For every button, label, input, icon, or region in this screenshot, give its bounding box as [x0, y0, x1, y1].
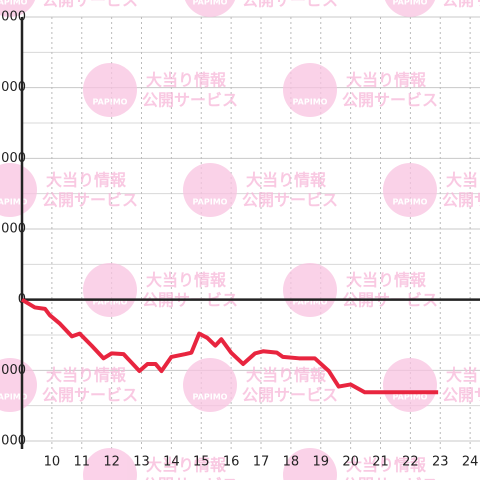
watermark-logo-text: PAPIMO	[393, 198, 428, 207]
watermark-text: 大当り情報	[146, 71, 227, 90]
watermark-text: 大当り情報	[46, 366, 127, 385]
watermark-logo	[183, 358, 237, 412]
watermark-text: 公開サービス	[142, 91, 238, 110]
x-tick-label: 20	[342, 455, 359, 470]
watermark-text: 大当り情報	[446, 171, 480, 190]
watermark-logo	[283, 263, 337, 317]
watermark-text: 公開サービス	[42, 386, 138, 405]
watermark-logo	[183, 163, 237, 217]
y-tick-label: -20,000	[0, 434, 26, 449]
watermark-text: 大当り情報	[246, 171, 327, 190]
watermark-logo	[83, 63, 137, 117]
watermark-text: 大当り情報	[146, 456, 227, 475]
watermark-logo	[283, 63, 337, 117]
watermark-text: 大当り情報	[346, 71, 427, 90]
y-tick-label: 30,000	[0, 80, 26, 95]
watermark-text: 公開サービス	[342, 476, 438, 480]
watermark-logo	[83, 263, 137, 317]
watermark-text: 公開サービス	[42, 0, 138, 10]
watermark-logo-text: PAPIMO	[193, 0, 228, 7]
watermark-logo	[83, 448, 137, 480]
watermark-logo	[283, 448, 337, 480]
watermark-text: 公開サービス	[442, 386, 480, 405]
watermark-logo-text: PAPIMO	[293, 98, 328, 107]
y-tick-label: 20,000	[0, 151, 26, 166]
x-tick-label: 21	[372, 455, 389, 470]
watermark-text: 公開サービス	[242, 386, 338, 405]
watermark-logo-text: PAPIMO	[0, 198, 28, 207]
x-tick-label: 11	[73, 455, 90, 470]
watermark-text: 大当り情報	[346, 456, 427, 475]
watermark-logo	[383, 358, 437, 412]
x-tick-label: 22	[402, 455, 419, 470]
y-tick-label: 40,000	[0, 10, 26, 25]
watermark-logo	[184, 0, 236, 17]
x-tick-label: 13	[133, 455, 150, 470]
watermark-text: 大当り情報	[46, 171, 127, 190]
y-tick-label: -10,000	[0, 363, 26, 378]
watermark-logo-text: PAPIMO	[93, 298, 128, 307]
watermark-text: 公開サービス	[242, 0, 338, 10]
y-tick-label: 10,000	[0, 222, 26, 237]
x-tick-label: 18	[283, 455, 300, 470]
x-tick-label: 15	[193, 455, 210, 470]
watermark-text: 公開サービス	[442, 0, 480, 10]
watermark-logo-text: PAPIMO	[0, 393, 28, 402]
x-tick-label: 19	[312, 455, 329, 470]
watermark-logo-text: PAPIMO	[93, 98, 128, 107]
watermark-logo-text: PAPIMO	[193, 198, 228, 207]
watermark-text: 大当り情報	[146, 271, 227, 290]
watermark-text: 公開サービス	[442, 191, 480, 210]
watermark-logo-text: PAPIMO	[293, 298, 328, 307]
watermark-text: 公開サービス	[342, 91, 438, 110]
watermark-text: 公開サービス	[142, 476, 238, 480]
x-tick-label: 24	[462, 455, 479, 470]
watermark-logo	[0, 0, 36, 17]
watermark-text: 大当り情報	[446, 366, 480, 385]
watermark-logo	[383, 163, 437, 217]
watermark-logo-text: PAPIMO	[393, 393, 428, 402]
x-tick-label: 16	[223, 455, 240, 470]
y-tick-label: 0	[18, 292, 26, 307]
watermark-logo-text: PAPIMO	[393, 0, 428, 7]
x-tick-label: 10	[44, 455, 61, 470]
watermark-logo	[384, 0, 436, 17]
watermark-text: 公開サービス	[42, 191, 138, 210]
watermark-text: 大当り情報	[246, 366, 327, 385]
watermark-text: 大当り情報	[346, 271, 427, 290]
line-series	[20, 297, 439, 395]
x-tick-label: 17	[253, 455, 270, 470]
watermark-logo-text: PAPIMO	[193, 393, 228, 402]
x-tick-label: 23	[432, 455, 449, 470]
watermark-logo	[0, 163, 37, 217]
watermark-logo	[0, 358, 37, 412]
watermark-logo-text: PAPIMO	[0, 0, 28, 7]
x-tick-label: 12	[103, 455, 120, 470]
watermark-text: 公開サービス	[242, 191, 338, 210]
x-tick-label: 14	[163, 455, 180, 470]
